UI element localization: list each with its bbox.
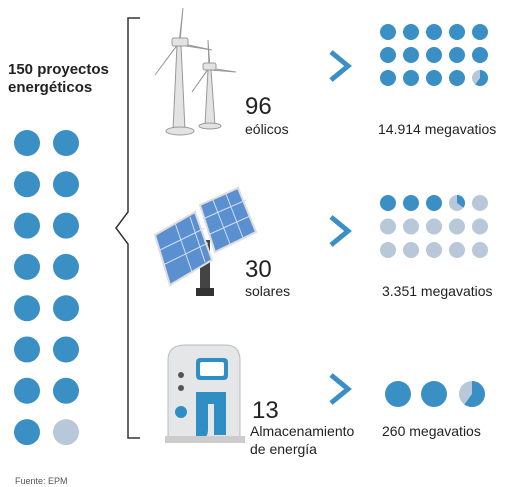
dot — [472, 218, 488, 235]
title: energéticos — [8, 79, 92, 96]
dot — [403, 242, 419, 258]
dot — [53, 419, 79, 446]
dot — [14, 336, 40, 363]
dot — [426, 24, 442, 40]
dot — [475, 70, 489, 86]
dot — [472, 242, 488, 258]
dot — [14, 212, 40, 239]
dot — [426, 195, 442, 211]
dot — [380, 47, 396, 63]
dot — [449, 70, 465, 86]
dot — [14, 295, 40, 322]
dot — [403, 24, 419, 40]
capacity: 260 megavatios — [382, 423, 481, 439]
dot — [14, 253, 40, 280]
dot — [449, 242, 465, 258]
dot — [14, 419, 40, 446]
dot — [14, 171, 40, 198]
label: Almacenamiento — [250, 423, 354, 439]
count: 13 — [252, 397, 279, 424]
dot — [53, 171, 79, 198]
dot — [385, 381, 411, 407]
dot — [53, 212, 79, 239]
dot — [380, 218, 396, 235]
dot — [53, 130, 79, 156]
dot — [380, 242, 396, 258]
chevron — [329, 373, 352, 405]
storage-icon — [165, 344, 245, 443]
dot — [472, 24, 488, 40]
bracket — [115, 17, 140, 439]
dot — [380, 70, 396, 86]
dot — [457, 195, 466, 208]
dot — [472, 47, 488, 63]
count: 30 — [245, 256, 272, 283]
chevron — [329, 215, 352, 247]
count: 96 — [245, 93, 272, 120]
dot — [421, 381, 447, 407]
dot — [472, 195, 488, 211]
label: solares — [245, 283, 290, 299]
dot — [403, 195, 419, 211]
dot — [380, 24, 396, 40]
capacity: 3.351 megavatios — [382, 283, 493, 299]
dot — [464, 381, 486, 407]
dot — [380, 195, 396, 211]
dot — [426, 47, 442, 63]
dot — [449, 47, 465, 63]
dot — [403, 218, 419, 235]
dot — [14, 130, 40, 156]
dot — [426, 218, 442, 235]
label: eólicos — [245, 121, 289, 137]
solar-icon — [153, 186, 258, 296]
dot — [426, 70, 442, 86]
dot — [403, 70, 419, 86]
dot — [53, 377, 79, 404]
source: Fuente: EPM — [15, 476, 68, 486]
dot — [53, 295, 79, 322]
capacity: 14.914 megavatios — [378, 121, 496, 137]
label: de energía — [250, 441, 317, 457]
dot — [449, 24, 465, 40]
chevron — [329, 50, 352, 82]
dot — [53, 253, 79, 280]
dot — [14, 377, 40, 404]
dot — [449, 218, 465, 235]
dot — [403, 47, 419, 63]
title: 150 proyectos — [8, 61, 109, 78]
wind-icon — [154, 7, 237, 136]
dot — [53, 336, 79, 363]
dot — [426, 242, 442, 258]
